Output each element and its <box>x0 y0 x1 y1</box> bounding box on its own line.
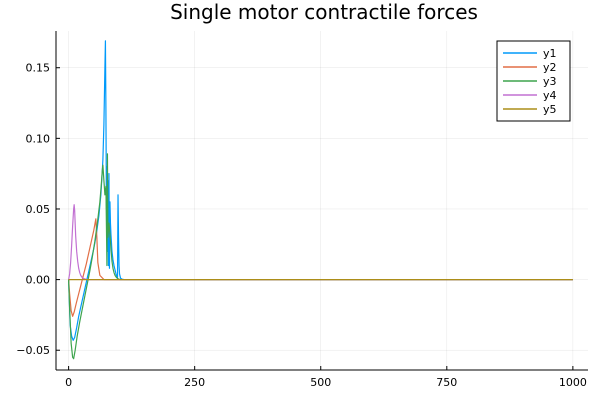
x-tick-label: 750 <box>436 376 457 389</box>
series-line-y4 <box>68 204 573 281</box>
y-tick-label: 0.00 <box>26 274 51 287</box>
chart-title: Single motor contractile forces <box>170 0 478 24</box>
series-line-y2 <box>68 218 573 317</box>
legend-label-y2: y2 <box>543 61 557 74</box>
legend-label-y3: y3 <box>543 75 557 88</box>
x-tick-label: 500 <box>310 376 331 389</box>
y-tick-label: 0.15 <box>26 62 51 75</box>
x-tick-label: 1000 <box>559 376 587 389</box>
y-tick-label: 0.10 <box>26 132 51 145</box>
y-tick-label: 0.05 <box>26 203 51 216</box>
legend-label-y4: y4 <box>543 89 557 102</box>
legend-label-y5: y5 <box>543 103 557 116</box>
y-tick-label: −0.05 <box>16 344 50 357</box>
axes: 0 250 500 750 1000 −0.05 0.00 0.05 0.10 0.15 <box>16 31 588 389</box>
series-group <box>68 40 573 360</box>
legend-label-y1: y1 <box>543 47 557 60</box>
series-line-y3 <box>68 153 573 360</box>
x-tick-label: 0 <box>65 376 72 389</box>
x-tick-label: 250 <box>184 376 205 389</box>
